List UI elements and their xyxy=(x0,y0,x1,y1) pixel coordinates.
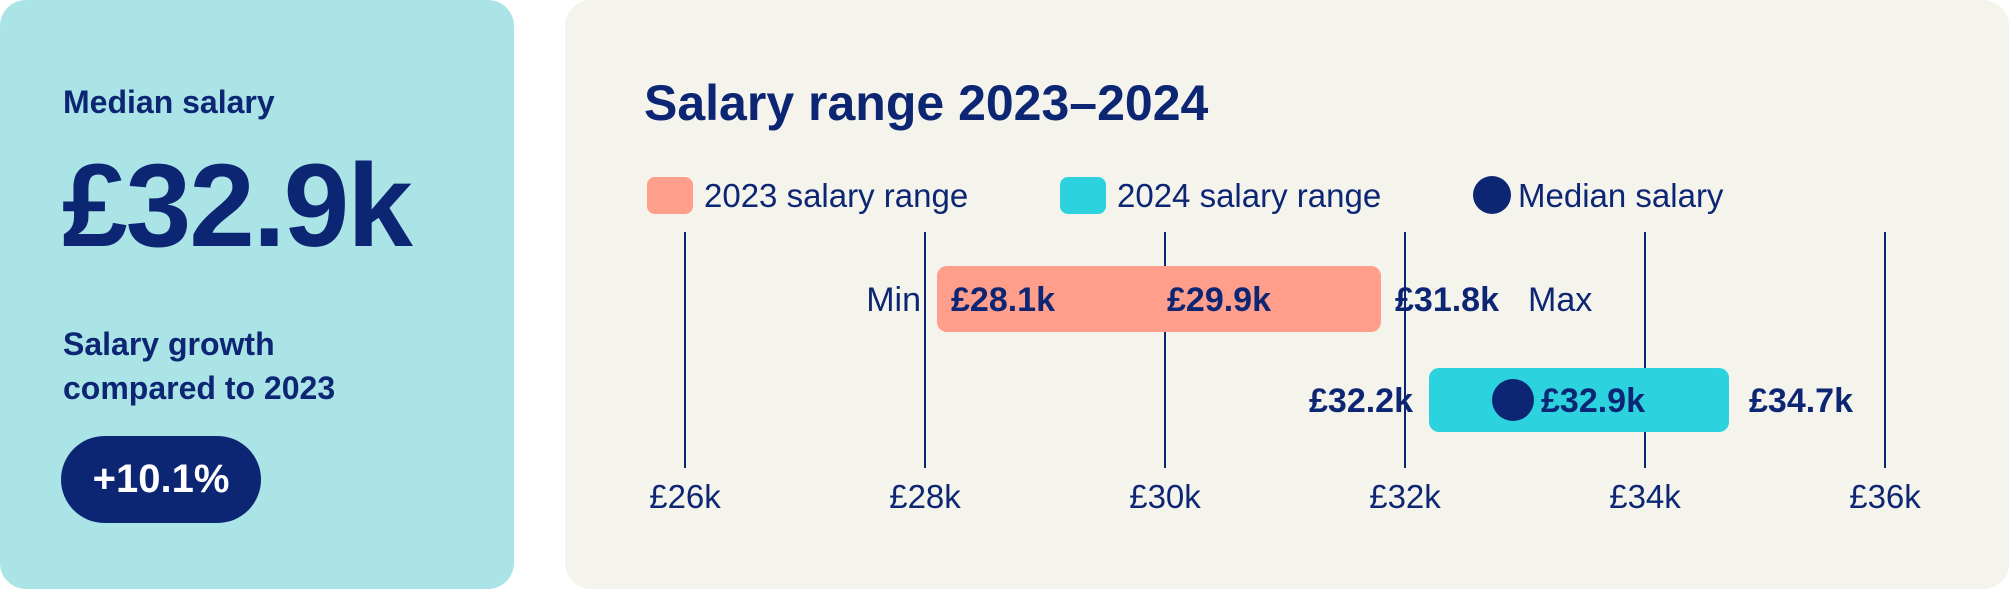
min-value-label: £28.1k xyxy=(951,281,1055,319)
legend: 2023 salary range 2024 salary range Median… xyxy=(647,176,1724,214)
x-tick-label: £26k xyxy=(649,478,721,515)
legend-median-dot xyxy=(1473,176,1511,214)
median-dot xyxy=(1492,379,1534,421)
legend-label: 2024 salary range xyxy=(1117,177,1381,214)
x-tick-label: £30k xyxy=(1129,478,1201,515)
legend-swatch-0 xyxy=(647,177,693,214)
median-salary-value: £32.9k xyxy=(62,140,413,272)
x-tick-label: £36k xyxy=(1849,478,1921,515)
chart-title: Salary range 2023–2024 xyxy=(644,75,1209,131)
grid: £26k £28k £30k £32k £34k £36k xyxy=(649,232,1921,515)
median-value-label: £29.9k xyxy=(1167,281,1271,319)
legend-label: 2023 salary range xyxy=(704,177,968,214)
max-label: Max xyxy=(1528,281,1592,319)
median-value-label: £32.9k xyxy=(1541,382,1645,420)
max-value-label: £34.7k xyxy=(1749,382,1853,420)
legend-label: Median salary xyxy=(1518,177,1724,214)
growth-label-line2: compared to 2023 xyxy=(63,370,336,406)
min-value-label: £32.2k xyxy=(1309,382,1413,420)
marks: £28.1k Min £29.9k £31.8k Max £32.2k £32.9k £34.… xyxy=(866,266,1853,432)
growth-label-line1: Salary growth xyxy=(63,326,275,362)
x-tick-label: £32k xyxy=(1369,478,1441,515)
range-bar-2023 xyxy=(937,266,1381,332)
median-salary-label: Median salary xyxy=(63,84,275,120)
x-tick-label: £34k xyxy=(1609,478,1681,515)
max-value-label: £31.8k xyxy=(1395,281,1499,319)
median-salary-card: Median salary £32.9k Salary growth compa… xyxy=(0,0,514,589)
min-label: Min xyxy=(866,281,921,319)
legend-swatch-1 xyxy=(1060,177,1106,214)
x-tick-label: £28k xyxy=(889,478,961,515)
growth-badge: +10.1% xyxy=(61,436,261,523)
